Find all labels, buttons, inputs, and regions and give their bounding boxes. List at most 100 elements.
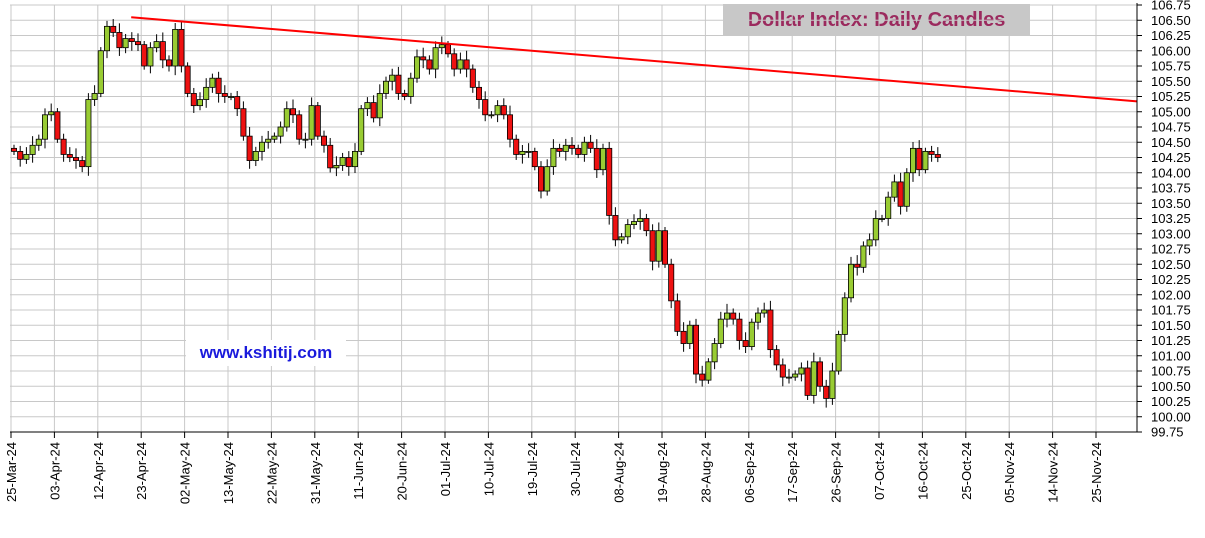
y-tick-label: 101.25 [1151, 333, 1191, 348]
axes [10, 3, 1138, 433]
candle-body [42, 114, 49, 140]
y-tick-label: 101.50 [1151, 318, 1191, 333]
candle-body [320, 135, 327, 146]
candle-body [265, 138, 272, 143]
candle-body [792, 373, 799, 378]
y-tick-label: 102.50 [1151, 257, 1191, 272]
candle-body [289, 108, 296, 116]
candle-body [79, 160, 86, 168]
y-tick-label: 102.25 [1151, 272, 1191, 287]
candle-body [761, 309, 768, 314]
candle-body [482, 99, 489, 116]
candle-body [699, 373, 706, 381]
candle-body [910, 147, 917, 174]
y-tick-label: 104.75 [1151, 120, 1191, 135]
y-tick-label: 105.25 [1151, 89, 1191, 104]
y-tick-label: 106.25 [1151, 28, 1191, 43]
candles [10, 19, 941, 408]
x-tick-label: 12-Apr-24 [91, 442, 106, 500]
candle-body [922, 150, 929, 171]
candle-body [575, 147, 582, 155]
candle-body [928, 150, 935, 155]
candle-body [488, 114, 495, 117]
candle-body [779, 364, 786, 378]
candle-body [457, 59, 464, 70]
candle-body [748, 321, 755, 348]
candle-body [550, 147, 557, 168]
x-tick-label: 22-May-24 [264, 442, 279, 504]
x-tick-label: 02-May-24 [178, 442, 193, 504]
x-tick-label: 30-Jul-24 [568, 442, 583, 496]
x-tick-label: 06-Sep-24 [742, 442, 757, 503]
candle-body [104, 25, 111, 52]
y-tick-label: 101.00 [1151, 348, 1191, 363]
candle-body [463, 59, 470, 70]
y-tick-label: 99.75 [1151, 425, 1184, 440]
y-tick-label: 106.00 [1151, 43, 1191, 58]
candle-body [438, 44, 445, 49]
candle-body [190, 93, 197, 107]
candle-body [798, 367, 805, 375]
y-tick-label: 103.25 [1151, 211, 1191, 226]
candle-body [165, 59, 172, 67]
candle-body [600, 147, 607, 171]
candle-body [556, 147, 563, 152]
candle-body [178, 28, 185, 67]
candle-body [401, 93, 408, 97]
candle-body [333, 165, 340, 169]
candle-body [624, 224, 631, 238]
candle-body [934, 154, 941, 158]
candle-body [240, 108, 247, 137]
candle-body [159, 41, 166, 61]
candle-body [60, 138, 67, 155]
candle-body [203, 86, 210, 100]
x-tick-label: 25-Nov-24 [1089, 442, 1104, 503]
candle-body [252, 150, 259, 161]
candle-body [662, 230, 669, 265]
candle-body [469, 68, 476, 88]
y-tick-label: 101.75 [1151, 303, 1191, 318]
candle-body [54, 111, 61, 140]
x-tick-label: 25-Oct-24 [959, 442, 974, 500]
candle-body [618, 236, 625, 241]
candle-body [655, 230, 662, 262]
candle-body [91, 93, 98, 100]
candle-body [351, 150, 358, 168]
candle-body [854, 263, 861, 268]
candle-body [246, 135, 253, 161]
y-tick-label: 105.75 [1151, 59, 1191, 74]
candle-body [35, 138, 42, 146]
x-tick-label: 13-May-24 [221, 442, 236, 504]
x-tick-label: 14-Nov-24 [1046, 442, 1061, 503]
candle-body [587, 141, 594, 149]
candle-body [23, 154, 30, 160]
candle-body [258, 141, 265, 152]
candle-body [413, 56, 420, 79]
candle-body [85, 99, 92, 168]
candle-body [370, 102, 377, 119]
y-tick-label: 102.00 [1151, 287, 1191, 302]
candle-body [742, 340, 749, 347]
candle-body [637, 218, 644, 222]
candle-body [612, 215, 619, 241]
candle-body [494, 105, 501, 116]
candle-body [835, 333, 842, 372]
candle-body [358, 108, 365, 152]
y-tick-label: 100.50 [1151, 379, 1191, 394]
candle-body [705, 361, 712, 381]
candle-body [631, 221, 638, 226]
y-tick-label: 100.25 [1151, 394, 1191, 409]
candle-body [872, 218, 879, 241]
y-tick-label: 100.00 [1151, 409, 1191, 424]
candle-body [296, 114, 303, 140]
candle-body [314, 105, 321, 137]
candle-body [172, 28, 179, 67]
candle-body [724, 312, 731, 320]
candle-body [420, 56, 427, 61]
x-tick-label: 01-Jul-24 [438, 442, 453, 496]
y-tick-label: 100.75 [1151, 364, 1191, 379]
candle-body [110, 25, 117, 33]
candle-body [804, 367, 811, 396]
trendline [131, 16, 1138, 103]
candle-body [885, 196, 892, 219]
